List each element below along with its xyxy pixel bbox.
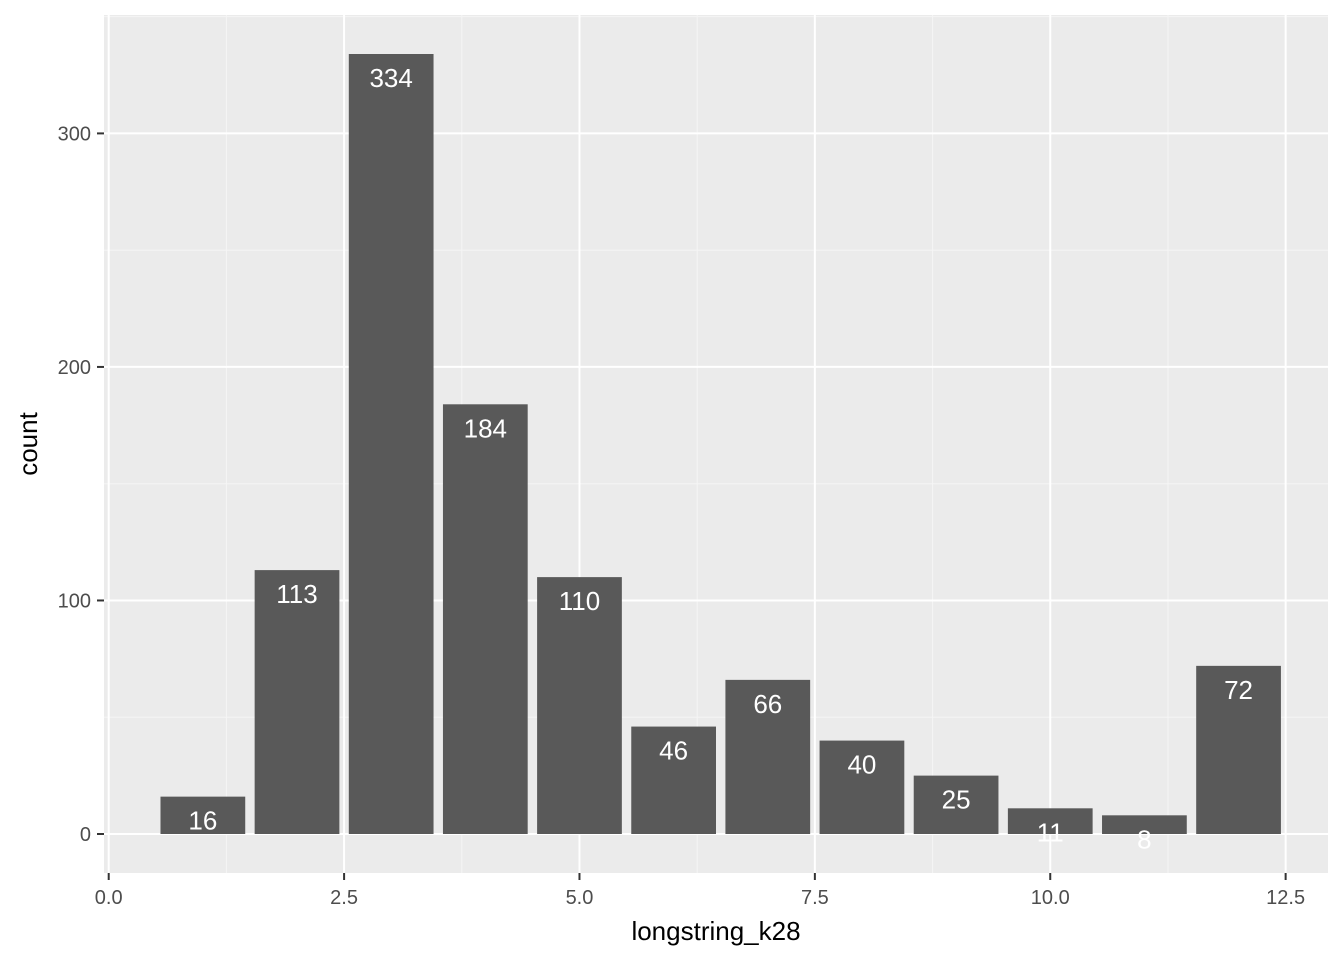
y-tick-label: 0: [80, 824, 91, 846]
x-tick-label: 0.0: [95, 887, 123, 909]
y-axis: 0 100 200 300: [58, 123, 104, 846]
x-tick-label: 5.0: [566, 887, 594, 909]
bar: [631, 726, 716, 834]
bar-value-label: 184: [464, 413, 507, 443]
bar-value-label: 113: [276, 579, 317, 609]
bar: [348, 54, 434, 834]
bar: [160, 796, 246, 834]
bar: [254, 570, 340, 834]
bar: [1007, 808, 1093, 834]
bar-value-label: 25: [942, 785, 971, 815]
x-axis: 0.0 2.5 5.0 7.5 10.0 12.5: [95, 873, 1305, 909]
y-tick-label: 100: [58, 590, 91, 612]
x-tick-label: 2.5: [330, 887, 358, 909]
bar-value-label: 46: [659, 736, 688, 766]
x-axis-title: longstring_k28: [631, 916, 800, 946]
bar: [913, 775, 999, 834]
bars: [160, 54, 1281, 834]
y-tick-label: 200: [58, 357, 91, 379]
bar: [537, 577, 622, 834]
bar-value-label: 72: [1224, 675, 1253, 705]
bar: [1196, 665, 1281, 834]
bar-value-label: 334: [369, 63, 412, 93]
bar-value-label: 11: [1037, 817, 1064, 847]
x-tick-label: 12.5: [1266, 887, 1305, 909]
bar: [819, 740, 905, 834]
bar-value-label: 8: [1137, 824, 1151, 854]
bar-value-label: 40: [847, 750, 876, 780]
x-tick-label: 10.0: [1031, 887, 1070, 909]
y-axis-title: count: [13, 411, 43, 475]
bar-value-label: 66: [753, 689, 782, 719]
bar-labels: 16 113 334 184 110 46 66 40 25 11 8 72: [188, 63, 1253, 854]
bar: [725, 679, 811, 834]
x-tick-label: 7.5: [801, 887, 829, 909]
bar: [1102, 815, 1187, 834]
bar: [442, 404, 528, 834]
bar-value-label: 110: [559, 586, 600, 616]
y-tick-label: 300: [58, 123, 91, 145]
bar-value-label: 16: [188, 806, 217, 836]
